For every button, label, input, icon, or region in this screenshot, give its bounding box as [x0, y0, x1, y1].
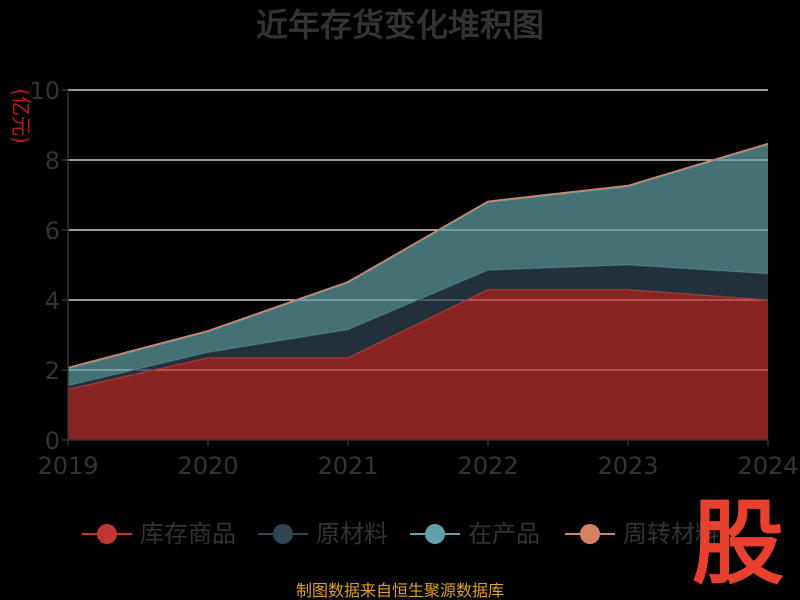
legend-item-4[interactable]: 周转材料 — [565, 520, 719, 548]
x-tick-label: 2023 — [597, 452, 658, 480]
legend-item-3[interactable]: 在产品 — [410, 520, 540, 548]
x-tick-label: 2019 — [37, 452, 98, 480]
y-tick-label: 6 — [45, 217, 60, 245]
legend-label: 周转材料 — [623, 520, 719, 548]
watermark-logo: 股 — [692, 490, 784, 597]
x-tick-label: 2020 — [177, 452, 238, 480]
chart-title: 近年存货变化堆积图 — [256, 6, 544, 44]
legend-marker — [425, 524, 445, 544]
legend: 库存商品 原材料 在产品 周转材料 — [82, 520, 719, 548]
series-line-4 — [67, 142, 769, 369]
legend-marker — [97, 524, 117, 544]
y-tick-label: 8 — [45, 147, 60, 175]
legend-item-1[interactable]: 库存商品 — [82, 520, 236, 548]
y-tick-label: 0 — [45, 427, 60, 455]
y-tick-label: 2 — [45, 357, 60, 385]
legend-marker — [580, 524, 600, 544]
axes: 0 2 4 6 8 10 2019 2020 2021 2022 2023 2024 — [29, 77, 798, 480]
area-series-2 — [68, 265, 768, 390]
legend-item-2[interactable]: 原材料 — [258, 520, 388, 548]
y-axis-unit-label: (亿元) — [9, 88, 33, 144]
legend-marker — [273, 524, 293, 544]
x-tick-label: 2022 — [457, 452, 518, 480]
x-tick-label: 2024 — [737, 452, 798, 480]
x-tick-label: 2021 — [317, 452, 378, 480]
legend-label: 库存商品 — [140, 520, 236, 548]
source-note: 制图数据来自恒生聚源数据库 — [296, 581, 504, 600]
area-series-layer — [67, 142, 769, 440]
y-tick-label: 4 — [45, 287, 60, 315]
legend-label: 原材料 — [316, 520, 388, 548]
area-series-1 — [68, 289, 768, 440]
area-series-3 — [68, 144, 768, 386]
legend-label: 在产品 — [468, 520, 540, 548]
y-tick-label: 10 — [29, 77, 60, 105]
